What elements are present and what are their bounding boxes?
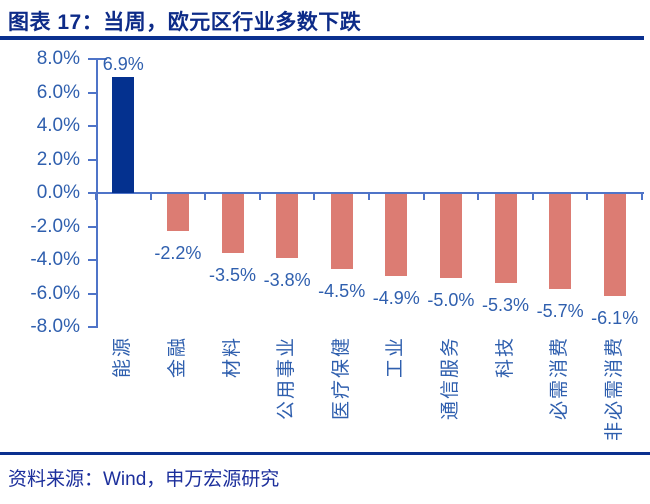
y-axis-tick-label: 0.0% [36,182,80,203]
figure-title: 图表 17：当周，欧元区行业多数下跌 [8,11,362,34]
bar-value-label: -3.5% [208,264,257,285]
category-label-非必需消费: 非必需消费 [603,336,625,442]
y-axis-tick-label: -6.0% [30,282,80,304]
category-label-公用事业: 公用事业 [276,336,298,421]
y-axis-tick-label: 8.0% [36,48,80,69]
category-label-必需消费: 必需消费 [549,336,571,421]
y-axis-top-tick [98,58,107,60]
x-axis-tick-mark [641,192,643,200]
y-axis-tick-mark [88,158,96,161]
bar-材料 [221,194,244,253]
y-axis-tick-label: -4.0% [30,249,80,270]
y-axis-tick-mark [88,192,96,194]
x-axis-tick-mark [477,192,480,200]
bar-工业 [385,194,408,277]
bar-value-label: -5.0% [427,289,475,310]
x-axis-tick-mark [422,192,425,200]
footer-divider [0,452,650,455]
bar-value-label: -5.3% [481,294,530,315]
bar-value-label: -3.8% [263,269,311,290]
title-underline [0,36,644,40]
bar-value-label: -6.1% [591,308,639,329]
y-axis-tick-mark [88,91,96,94]
category-label-工业: 工业 [385,336,407,379]
y-axis-tick-label: 6.0% [36,81,80,103]
category-label-金融: 金融 [166,336,188,379]
x-axis-line [96,192,644,194]
category-label-能源: 能源 [112,336,134,379]
bar-value-label: 6.9% [102,54,144,75]
y-axis-tick-mark [88,259,96,261]
x-axis-tick-mark [368,192,370,200]
y-axis-tick-label: -2.0% [30,215,80,237]
x-axis-tick-mark [204,192,207,200]
x-axis-tick-mark [95,192,97,200]
category-label-科技: 科技 [494,336,516,379]
y-axis-tick-mark [88,225,96,228]
y-axis-tick-mark [88,125,96,127]
category-label-通信服务: 通信服务 [439,336,461,421]
y-axis-tick-mark [88,326,96,328]
bar-value-label: -4.5% [318,281,366,302]
bar-公用事业 [276,194,299,258]
x-axis-tick-mark [149,192,152,200]
x-axis-tick-mark [531,192,534,200]
bar-非必需消费 [603,194,626,297]
bar-必需消费 [549,194,572,290]
bar-chart: 8.0% 6.0% 4.0% 2.0% 0.0% -2.0% -4.0% -6.0% -8.0%… [0,44,650,448]
x-axis-tick-mark [586,192,589,200]
source-note: 资料来源：Wind，申万宏源研究 [8,469,280,490]
bar-金融 [166,194,189,231]
y-axis-tick-label: 4.0% [36,115,80,136]
bar-能源 [112,77,135,193]
x-axis-tick-mark [258,192,261,200]
category-label-医疗保健: 医疗保健 [330,336,352,421]
bar-value-label: -5.7% [536,301,584,322]
y-axis-tick-mark [88,292,96,295]
bar-value-label: -2.2% [154,242,202,263]
x-axis-tick-mark [313,192,316,200]
bar-通信服务 [439,194,462,278]
bar-医疗保健 [330,194,353,270]
bar-科技 [494,194,517,283]
y-axis-tick-label: -8.0% [30,316,80,337]
bar-value-label: -4.9% [372,288,420,309]
category-label-材料: 材料 [221,336,243,379]
y-axis-tick-label: 2.0% [36,148,80,170]
y-axis-tick-mark [88,58,96,60]
